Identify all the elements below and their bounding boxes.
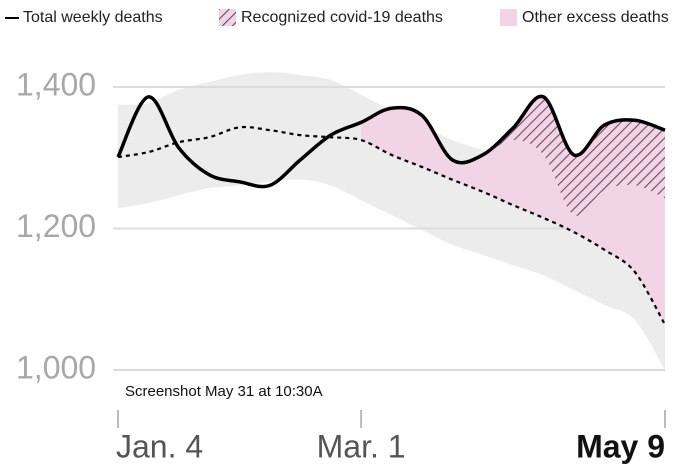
legend-swatch — [219, 9, 236, 26]
y-tick-label: 1,400 — [16, 66, 96, 102]
legend: Total weekly deaths Recognized covid-19 … — [5, 9, 669, 26]
legend-swatch — [500, 9, 517, 26]
legend-label: Recognized covid-19 deaths — [241, 9, 443, 26]
x-tick-label: Mar. 1 — [317, 428, 406, 464]
x-tick-label: Jan. 4 — [116, 428, 203, 464]
x-tick-label: May 9 — [576, 428, 665, 464]
expected-line — [117, 125, 666, 326]
legend-label: Total weekly deaths — [23, 9, 163, 26]
total-line — [116, 94, 666, 189]
y-tick-label: 1,200 — [16, 208, 96, 244]
legend-label: Other excess deaths — [522, 9, 669, 26]
other-excess-area — [361, 107, 665, 325]
annotation: Screenshot May 31 at 10:30A — [125, 383, 323, 400]
covid-area — [361, 96, 665, 216]
range-band — [118, 72, 665, 370]
y-tick-label: 1,000 — [16, 349, 96, 385]
